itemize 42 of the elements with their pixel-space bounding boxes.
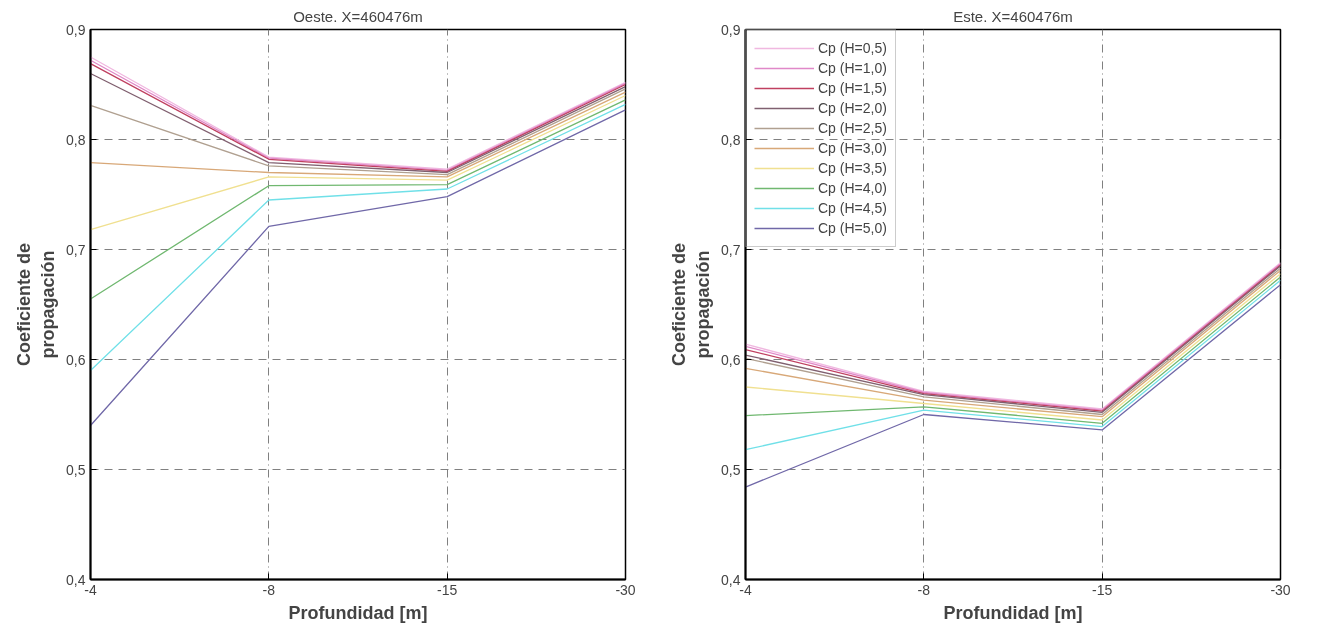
- y-tick-label: 0,5: [721, 461, 741, 478]
- x-axis-title: Profundidad [m]: [288, 602, 428, 623]
- y-tick-label: 0,6: [66, 351, 86, 368]
- y-tick-label: 0,4: [66, 571, 86, 588]
- y-tick-label: 0,5: [66, 461, 86, 478]
- y-tick-label: 0,7: [721, 241, 741, 258]
- x-tick-label: -15: [1092, 581, 1113, 598]
- chart-title: Oeste. X=460476m: [293, 7, 423, 25]
- y-tick-label: 0,9: [721, 21, 741, 38]
- legend-label: Cp (H=2,5): [818, 119, 887, 137]
- x-tick-label: -8: [917, 581, 931, 598]
- legend-label: Cp (H=5,0): [818, 219, 887, 237]
- x-tick-label: -30: [615, 581, 636, 598]
- line-series: [745, 279, 1281, 451]
- legend-label: Cp (H=3,0): [818, 139, 887, 157]
- legend-label: Cp (H=4,5): [818, 199, 887, 217]
- y-tick-label: 0,7: [66, 241, 86, 258]
- x-axis-title: Profundidad [m]: [943, 602, 1083, 623]
- legend-label: Cp (H=0,5): [818, 39, 887, 57]
- x-tick-label: -15: [437, 581, 458, 598]
- y-tick-label: 0,6: [721, 351, 741, 368]
- chart-title: Este. X=460476m: [953, 7, 1073, 25]
- x-tick-label: -4: [84, 581, 97, 598]
- y-tick-label: 0,8: [66, 131, 86, 148]
- legend-label: Cp (H=1,5): [818, 79, 887, 97]
- legend-label: Cp (H=3,5): [818, 159, 887, 177]
- y-tick-label: 0,9: [66, 21, 86, 38]
- legend-label: Cp (H=2,0): [818, 99, 887, 117]
- line-series: [90, 109, 626, 427]
- line-series: [90, 94, 626, 231]
- legend-label: Cp (H=1,0): [818, 59, 887, 77]
- y-tick-label: 0,8: [721, 131, 741, 148]
- legend-label: Cp (H=4,0): [818, 179, 887, 197]
- line-series: [90, 99, 626, 300]
- line-series: [745, 284, 1281, 488]
- y-axis-title: Coeficiente de propagación: [14, 242, 59, 367]
- line-series: [90, 103, 626, 372]
- x-tick-label: -30: [1270, 581, 1291, 598]
- x-tick-label: -8: [262, 581, 276, 598]
- y-axis-title: Coeficiente de propagación: [669, 242, 714, 367]
- y-tick-label: 0,4: [721, 571, 741, 588]
- x-tick-label: -4: [739, 581, 752, 598]
